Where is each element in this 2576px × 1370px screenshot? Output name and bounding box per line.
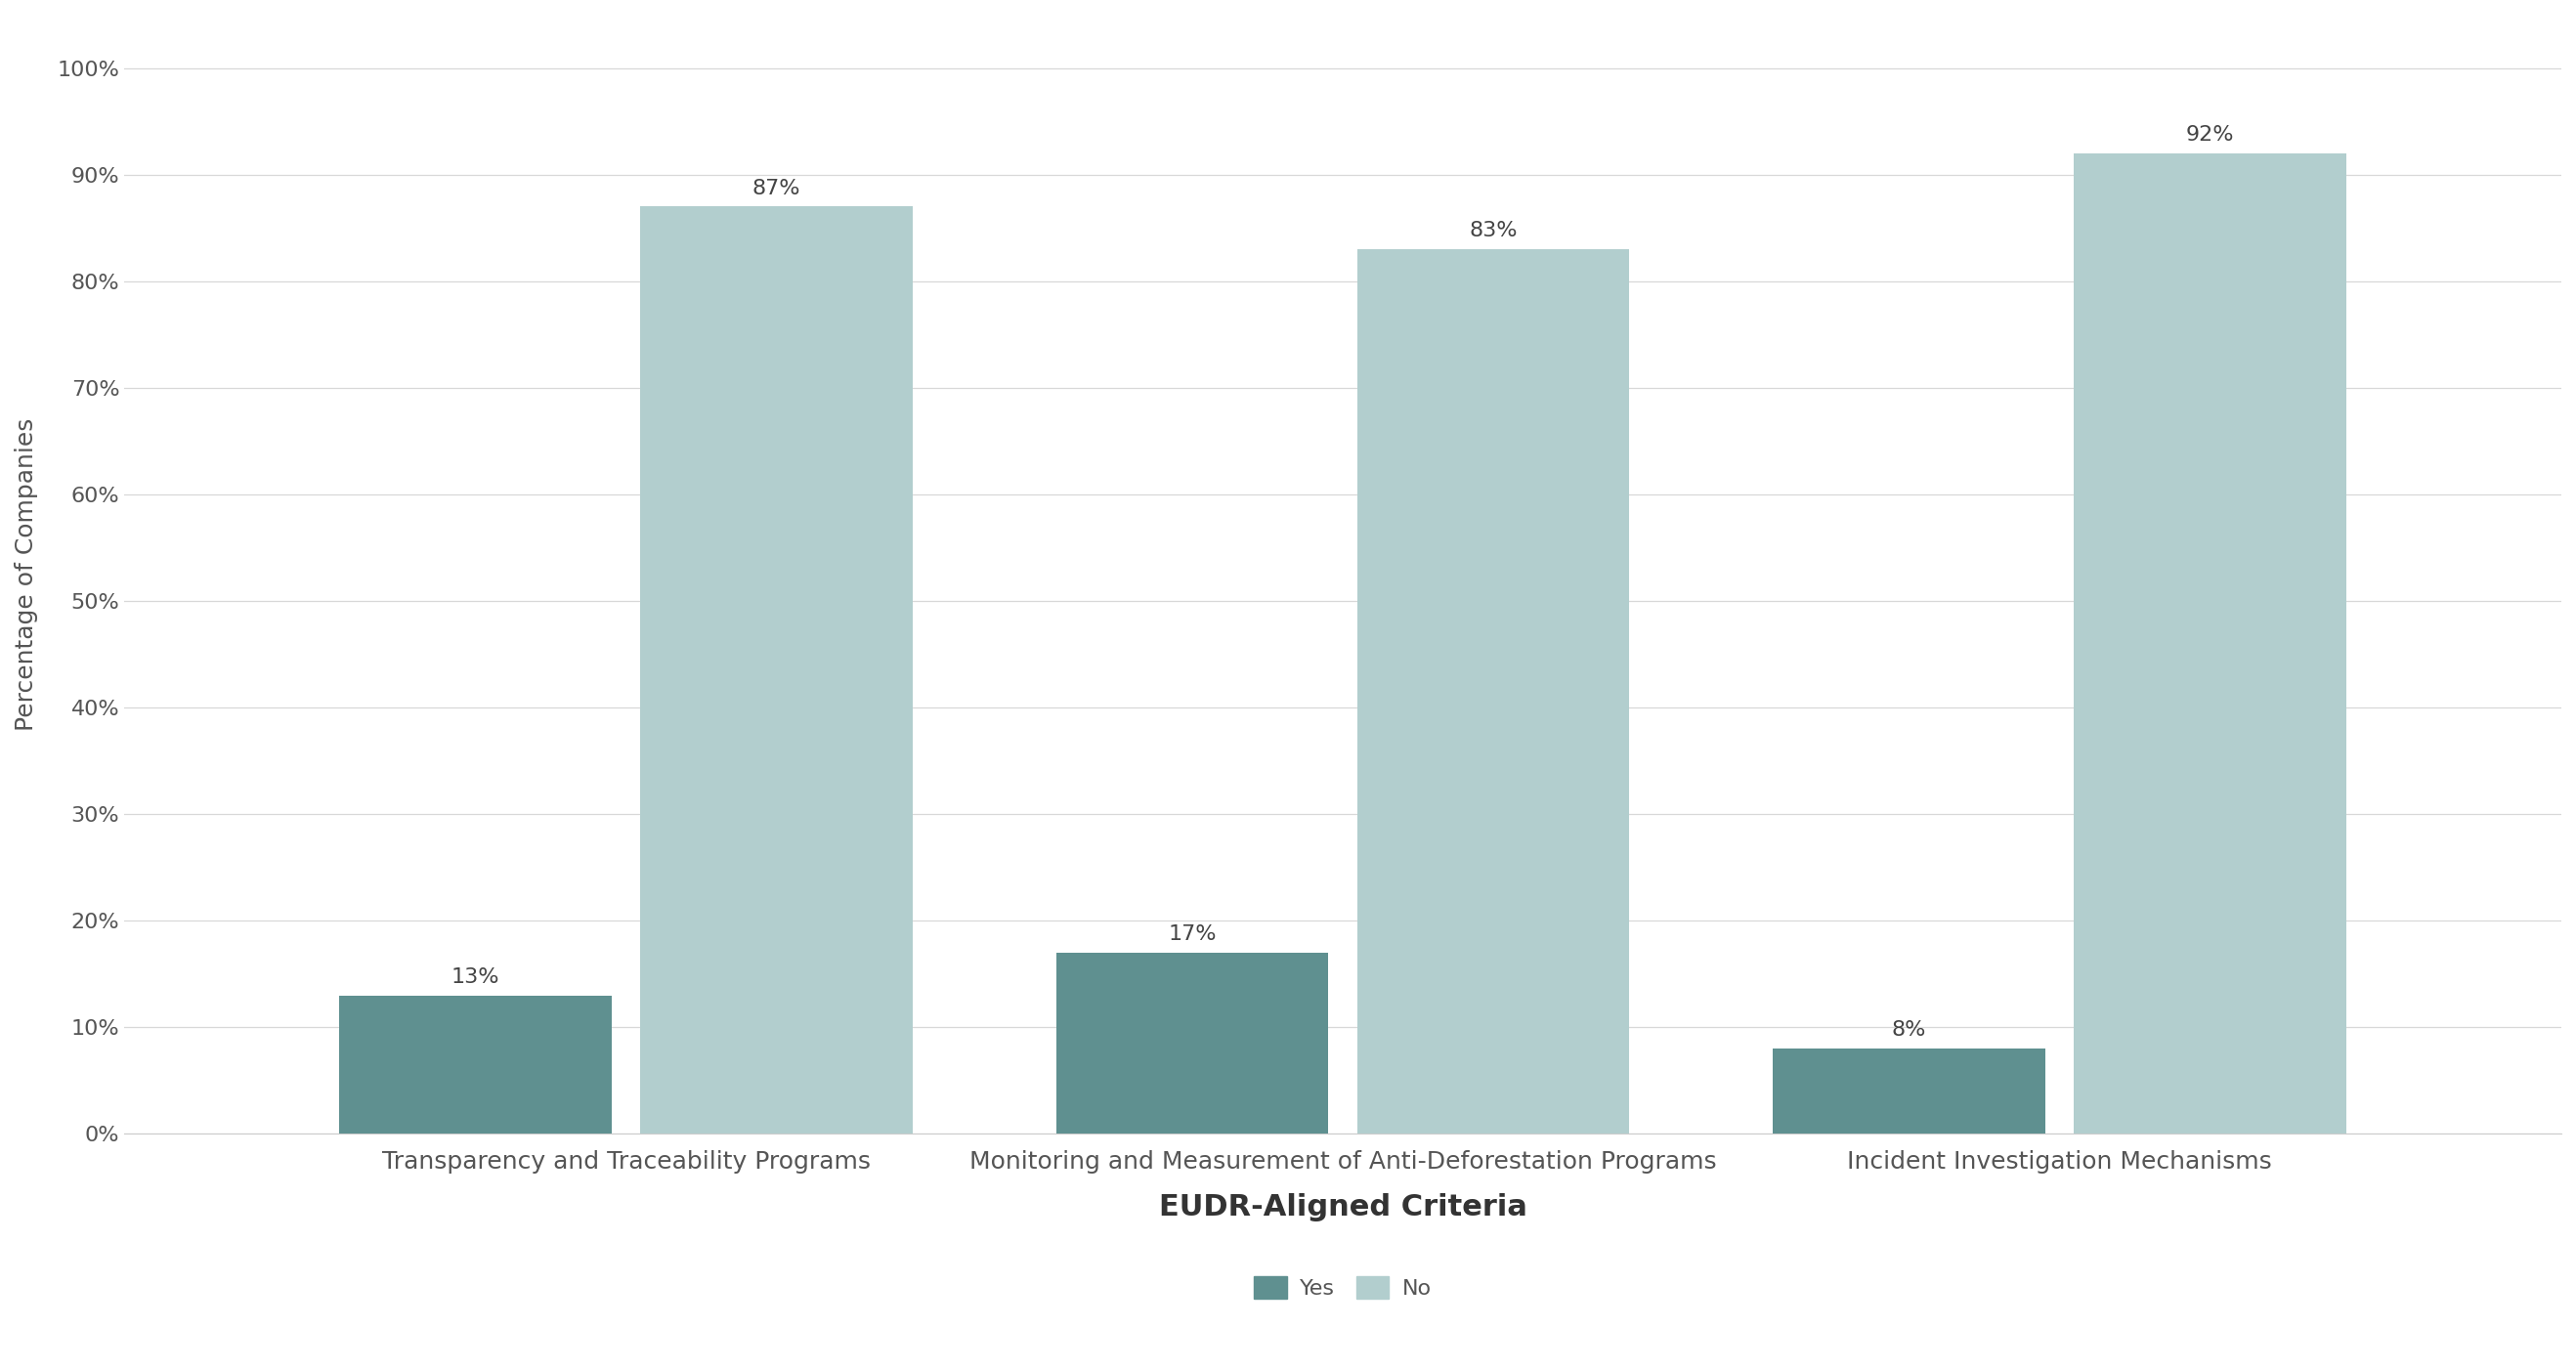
Text: 8%: 8% bbox=[1891, 1021, 1927, 1040]
Bar bbox=[1056, 952, 1329, 1134]
Text: 13%: 13% bbox=[451, 967, 500, 986]
X-axis label: EUDR-Aligned Criteria: EUDR-Aligned Criteria bbox=[1159, 1193, 1528, 1221]
Text: 92%: 92% bbox=[2187, 125, 2233, 145]
Bar bbox=[2074, 153, 2347, 1134]
Legend: Yes, No: Yes, No bbox=[1244, 1267, 1440, 1307]
Y-axis label: Percentage of Companies: Percentage of Companies bbox=[15, 418, 39, 730]
Bar bbox=[641, 207, 912, 1134]
Text: 83%: 83% bbox=[1468, 221, 1517, 241]
Text: 87%: 87% bbox=[752, 178, 801, 199]
Text: 17%: 17% bbox=[1167, 925, 1216, 944]
Bar bbox=[340, 996, 611, 1134]
Bar bbox=[1772, 1048, 2045, 1134]
Bar bbox=[1358, 249, 1631, 1134]
